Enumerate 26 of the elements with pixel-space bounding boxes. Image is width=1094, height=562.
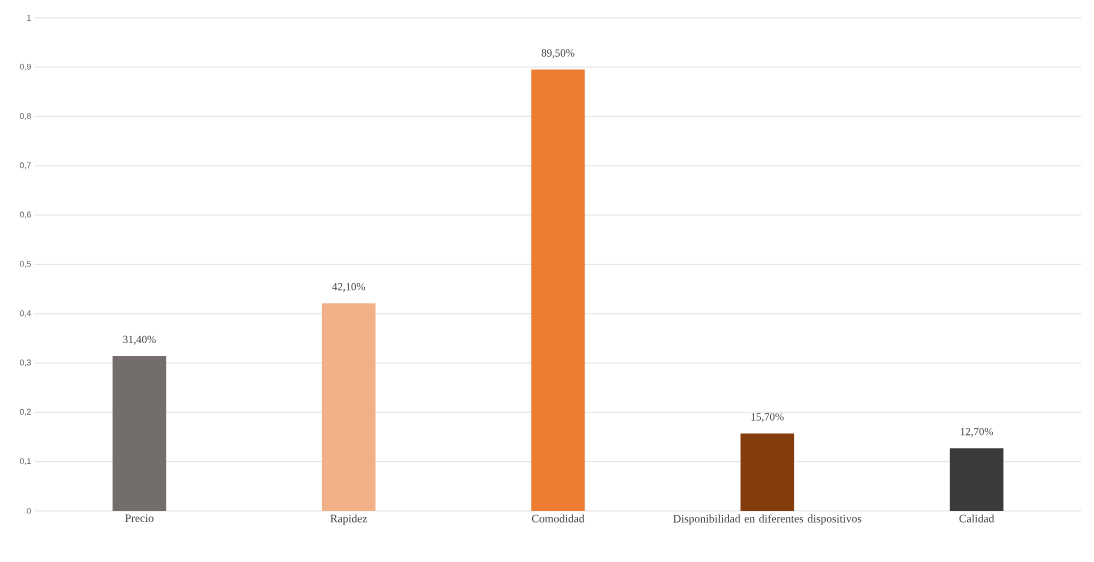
y-tick-label: 1 (27, 14, 31, 21)
data-label: 42,10% (332, 282, 366, 292)
y-tick-label: 0,6 (19, 211, 31, 219)
y-tick-label: 0,9 (19, 63, 31, 71)
y-tick-label: 0,7 (19, 162, 31, 169)
data-label: 89,50% (541, 49, 575, 58)
data-label: 12,70% (960, 427, 993, 437)
data-label: 31,40% (123, 335, 156, 345)
y-tick-label: 0,2 (19, 408, 31, 416)
x-tick-label: Precio (125, 514, 154, 522)
y-tick-label: 0,8 (19, 112, 31, 120)
bar (740, 433, 795, 511)
bar (949, 448, 1004, 511)
x-tick-label: Rapidez (330, 514, 367, 525)
bar (321, 303, 376, 511)
bar (531, 69, 585, 511)
y-tick-label: 0,1 (19, 457, 31, 465)
y-tick-label: 0,5 (19, 260, 31, 268)
y-tick-label: 0,4 (19, 309, 31, 317)
x-tick-label: Comodidad (531, 514, 585, 523)
x-tick-label: Calidad (959, 514, 995, 523)
data-label: 15,70% (751, 412, 784, 422)
x-tick-label: Disponibilidad en diferentes dispositivos (673, 514, 862, 525)
bar (112, 355, 167, 511)
y-tick-label: 0 (26, 507, 31, 514)
y-tick-label: 0,3 (19, 359, 31, 367)
